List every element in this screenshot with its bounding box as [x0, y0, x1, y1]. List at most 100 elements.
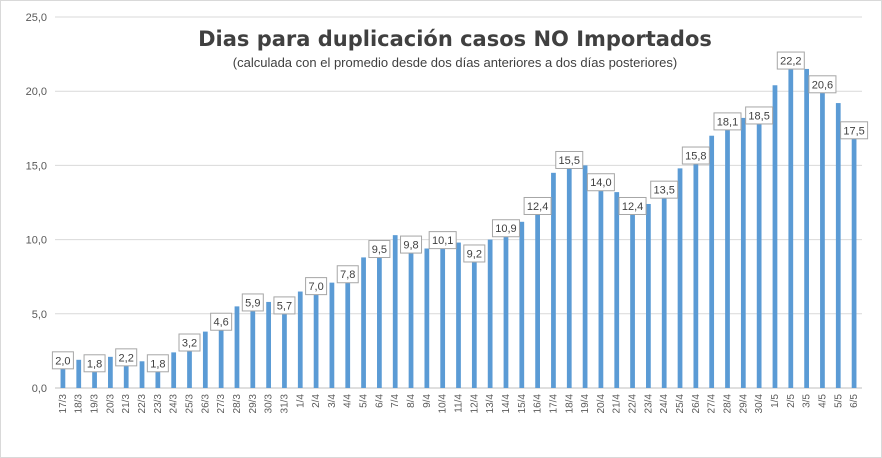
data-label: 12,4 — [618, 196, 647, 215]
data-label-text: 2,0 — [55, 355, 70, 367]
bar — [297, 291, 303, 388]
data-label-box — [368, 240, 391, 259]
x-tick-label: 18/3 — [74, 394, 85, 414]
data-label-box — [586, 173, 615, 192]
data-label-text: 12,4 — [527, 201, 548, 213]
bar — [693, 153, 699, 388]
data-label-text: 13,5 — [653, 185, 674, 197]
data-label-text: 9,2 — [467, 248, 482, 260]
x-axis-ticks: 17/3 18/3 19/3 20/3 21/3 22/3 23/3 24/3 25/3 26/3… — [58, 394, 860, 414]
x-tick-label: 2/5 — [786, 394, 797, 408]
x-tick-label: 28/4 — [723, 394, 734, 414]
data-label: 4,6 — [210, 312, 233, 331]
data-label-box — [336, 265, 359, 284]
bar — [361, 257, 366, 388]
data-label: 12,4 — [523, 196, 552, 215]
bar — [440, 238, 446, 388]
x-tick-label: 12/4 — [469, 394, 480, 414]
x-tick-label: 7/4 — [390, 394, 401, 408]
data-label-box — [776, 51, 805, 70]
bar — [851, 128, 857, 389]
x-tick-label: 25/3 — [185, 394, 196, 414]
bar — [804, 68, 809, 388]
data-label: 13,5 — [650, 180, 679, 199]
bar — [250, 300, 256, 388]
bar — [155, 361, 161, 388]
bar — [661, 187, 667, 388]
data-label-box — [273, 296, 296, 315]
x-tick-label: 17/3 — [58, 394, 69, 414]
x-tick-label: 21/3 — [121, 394, 132, 414]
y-tick-label: 5,0 — [32, 309, 47, 321]
bar — [551, 172, 556, 388]
data-label-text: 15,8 — [685, 151, 706, 163]
y-tick-label: 15,0 — [26, 160, 47, 172]
bar — [76, 359, 82, 388]
data-label: 7,8 — [336, 265, 359, 284]
x-tick-label: 23/4 — [643, 394, 654, 414]
x-tick-label: 5/4 — [359, 394, 370, 408]
data-label-box — [745, 106, 774, 125]
data-label-text: 17,5 — [843, 125, 864, 137]
x-tick-label: 20/4 — [596, 394, 607, 414]
bar — [60, 358, 66, 388]
data-label: 9,5 — [368, 240, 391, 259]
x-tick-label: 13/4 — [485, 394, 496, 414]
bar — [503, 226, 509, 388]
x-tick-label: 27/3 — [216, 394, 227, 414]
bar — [313, 284, 319, 388]
bar — [92, 361, 97, 388]
bars — [60, 58, 857, 389]
x-tick-label: 24/4 — [659, 394, 670, 414]
data-label-box — [808, 75, 837, 94]
x-tick-label: 21/4 — [612, 394, 623, 414]
bar — [282, 303, 287, 388]
bar — [171, 352, 177, 388]
data-label: 14,0 — [586, 173, 615, 192]
x-tick-label: 1/4 — [295, 394, 306, 408]
bar — [725, 119, 730, 388]
y-tick-label: 10,0 — [26, 235, 47, 247]
data-label-box — [555, 150, 584, 169]
bar — [187, 340, 192, 388]
data-label-box — [523, 196, 552, 215]
data-label-box — [51, 351, 74, 370]
data-label: 9,8 — [400, 235, 423, 254]
x-tick-label: 23/3 — [153, 394, 164, 414]
bar — [582, 165, 588, 388]
bar — [408, 242, 414, 388]
x-tick-label: 30/3 — [264, 394, 275, 414]
data-label-text: 7,8 — [340, 269, 355, 281]
data-label-box — [713, 112, 742, 131]
y-axis-ticks: 0,0 5,0 10,0 15,0 20,0 25,0 — [26, 12, 47, 395]
data-label-text: 1,8 — [87, 358, 102, 370]
x-tick-label: 14/4 — [501, 394, 512, 414]
x-tick-label: 20/3 — [105, 394, 116, 414]
data-label-box — [840, 121, 869, 140]
x-tick-label: 6/5 — [849, 394, 860, 408]
data-label-text: 15,5 — [559, 155, 580, 167]
x-tick-label: 26/4 — [691, 394, 702, 414]
data-label: 2,0 — [51, 351, 74, 370]
data-label-text: 9,5 — [372, 244, 387, 256]
x-tick-label: 19/4 — [580, 394, 591, 414]
bar — [108, 356, 113, 388]
bar — [772, 85, 778, 388]
bar — [266, 301, 271, 388]
bar — [471, 251, 477, 388]
data-label-box — [400, 235, 423, 254]
data-label-box — [650, 180, 679, 199]
data-label: 17,5 — [840, 121, 869, 140]
bar — [677, 168, 683, 388]
bar — [820, 82, 825, 389]
data-label-box — [305, 277, 328, 296]
bar — [835, 103, 841, 389]
bar — [424, 248, 430, 388]
x-tick-label: 19/3 — [90, 394, 101, 414]
data-label-text: 10,1 — [432, 235, 453, 247]
data-label-text: 12,4 — [622, 201, 643, 213]
bar — [630, 203, 635, 388]
x-tick-label: 17/4 — [548, 394, 559, 414]
